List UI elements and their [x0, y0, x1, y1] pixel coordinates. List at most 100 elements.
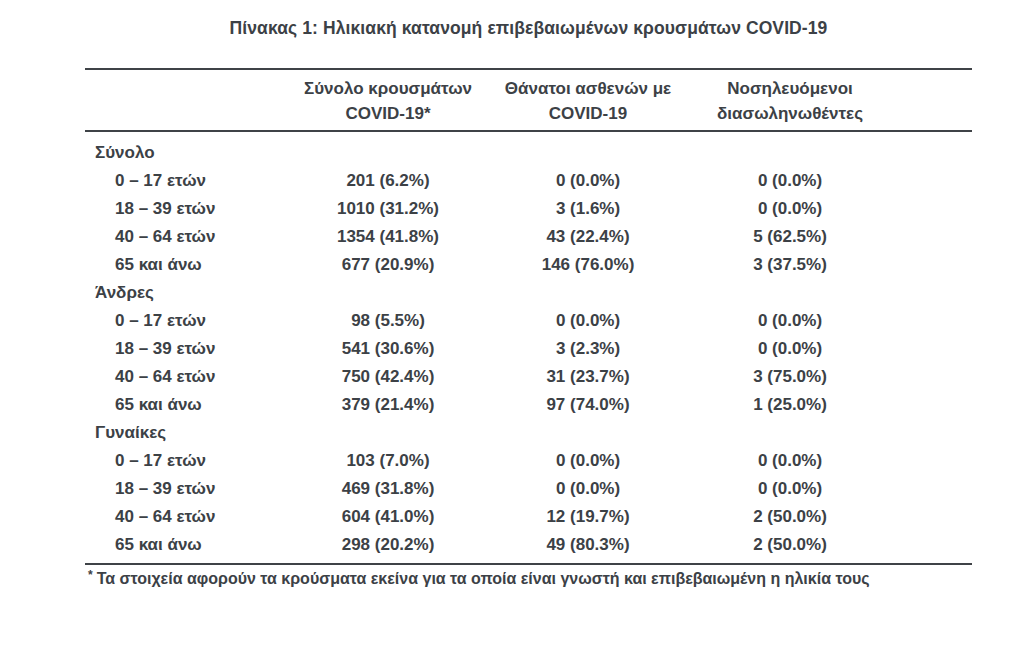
table-row: 40 – 64 ετών 604 (41.0%) 12 (19.7%) 2 (5…	[85, 503, 972, 531]
empty-cell	[492, 139, 684, 167]
table-row: 65 και άνω 677 (20.9%) 146 (76.0%) 3 (37…	[85, 251, 972, 279]
table-row: 18 – 39 ετών 1010 (31.2%) 3 (1.6%) 0 (0.…	[85, 195, 972, 223]
deaths-cell: 43 (22.4%)	[492, 223, 684, 251]
row-label: 65 και άνω	[85, 251, 284, 279]
deaths-cell: 0 (0.0%)	[492, 307, 684, 335]
empty-cell	[896, 531, 972, 559]
table-row: 40 – 64 ετών 1354 (41.8%) 43 (22.4%) 5 (…	[85, 223, 972, 251]
section-label: Γυναίκες	[85, 419, 284, 447]
empty-cell	[284, 279, 492, 307]
deaths-cell: 31 (23.7%)	[492, 363, 684, 391]
empty-cell	[896, 139, 972, 167]
empty-cell	[896, 447, 972, 475]
row-label: 18 – 39 ετών	[85, 335, 284, 363]
section-row-total: Σύνολο	[85, 139, 972, 167]
header-deaths-line2: COVID-19	[492, 101, 684, 126]
data-table: Σύνολο κρουσμάτων COVID-19* Θάνατοι ασθε…	[85, 68, 972, 565]
empty-cell	[684, 139, 896, 167]
intubated-cell: 2 (50.0%)	[684, 503, 896, 531]
section-label: Άνδρες	[85, 279, 284, 307]
empty-cell	[896, 391, 972, 419]
cases-cell: 469 (31.8%)	[284, 475, 492, 503]
row-label: 40 – 64 ετών	[85, 363, 284, 391]
empty-cell	[284, 139, 492, 167]
intubated-cell: 0 (0.0%)	[684, 335, 896, 363]
empty-cell	[896, 335, 972, 363]
empty-cell	[896, 279, 972, 307]
intubated-cell: 2 (50.0%)	[684, 531, 896, 559]
empty-cell	[896, 419, 972, 447]
header-cases-line1: Σύνολο κρουσμάτων	[284, 76, 492, 101]
table-row: 0 – 17 ετών 98 (5.5%) 0 (0.0%) 0 (0.0%)	[85, 307, 972, 335]
table-row: 65 και άνω 379 (21.4%) 97 (74.0%) 1 (25.…	[85, 391, 972, 419]
row-label: 40 – 64 ετών	[85, 223, 284, 251]
row-label: 65 και άνω	[85, 531, 284, 559]
intubated-cell: 0 (0.0%)	[684, 195, 896, 223]
row-label: 40 – 64 ετών	[85, 503, 284, 531]
table-row: 0 – 17 ετών 103 (7.0%) 0 (0.0%) 0 (0.0%)	[85, 447, 972, 475]
header-cell-deaths: Θάνατοι ασθενών με COVID-19	[492, 76, 684, 126]
empty-cell	[896, 167, 972, 195]
table-row: 65 και άνω 298 (20.2%) 49 (80.3%) 2 (50.…	[85, 531, 972, 559]
intubated-cell: 0 (0.0%)	[684, 167, 896, 195]
footnote-text: Τα στοιχεία αφορούν τα κρούσματα εκείνα …	[97, 570, 870, 587]
header-cases-line2: COVID-19*	[284, 101, 492, 126]
cases-cell: 98 (5.5%)	[284, 307, 492, 335]
deaths-cell: 49 (80.3%)	[492, 531, 684, 559]
footnote: *Τα στοιχεία αφορούν τα κρούσματα εκείνα…	[88, 568, 988, 591]
cases-cell: 379 (21.4%)	[284, 391, 492, 419]
intubated-cell: 3 (37.5%)	[684, 251, 896, 279]
intubated-cell: 0 (0.0%)	[684, 307, 896, 335]
header-cell-cases: Σύνολο κρουσμάτων COVID-19*	[284, 76, 492, 126]
cases-cell: 750 (42.4%)	[284, 363, 492, 391]
deaths-cell: 3 (2.3%)	[492, 335, 684, 363]
table-row: 40 – 64 ετών 750 (42.4%) 31 (23.7%) 3 (7…	[85, 363, 972, 391]
deaths-cell: 3 (1.6%)	[492, 195, 684, 223]
row-label: 18 – 39 ετών	[85, 195, 284, 223]
deaths-cell: 0 (0.0%)	[492, 167, 684, 195]
row-label: 65 και άνω	[85, 391, 284, 419]
table-row: 18 – 39 ετών 469 (31.8%) 0 (0.0%) 0 (0.0…	[85, 475, 972, 503]
row-label: 0 – 17 ετών	[85, 307, 284, 335]
empty-cell	[896, 503, 972, 531]
cases-cell: 298 (20.2%)	[284, 531, 492, 559]
empty-cell	[896, 307, 972, 335]
intubated-cell: 3 (75.0%)	[684, 363, 896, 391]
intubated-cell: 0 (0.0%)	[684, 447, 896, 475]
cases-cell: 604 (41.0%)	[284, 503, 492, 531]
cases-cell: 1010 (31.2%)	[284, 195, 492, 223]
empty-cell	[492, 279, 684, 307]
deaths-cell: 12 (19.7%)	[492, 503, 684, 531]
intubated-cell: 5 (62.5%)	[684, 223, 896, 251]
section-row-women: Γυναίκες	[85, 419, 972, 447]
cases-cell: 103 (7.0%)	[284, 447, 492, 475]
empty-cell	[896, 475, 972, 503]
table-row: 18 – 39 ετών 541 (30.6%) 3 (2.3%) 0 (0.0…	[85, 335, 972, 363]
row-label: 18 – 39 ετών	[85, 475, 284, 503]
deaths-cell: 97 (74.0%)	[492, 391, 684, 419]
empty-cell	[896, 363, 972, 391]
cases-cell: 201 (6.2%)	[284, 167, 492, 195]
header-cell-intubated: Νοσηλευόμενοι διασωληνωθέντες	[684, 76, 896, 126]
row-label: 0 – 17 ετών	[85, 447, 284, 475]
deaths-cell: 0 (0.0%)	[492, 447, 684, 475]
intubated-cell: 0 (0.0%)	[684, 475, 896, 503]
empty-cell	[284, 419, 492, 447]
section-row-men: Άνδρες	[85, 279, 972, 307]
section-label: Σύνολο	[85, 139, 284, 167]
header-intubated-line1: Νοσηλευόμενοι	[684, 76, 896, 101]
intubated-cell: 1 (25.0%)	[684, 391, 896, 419]
empty-cell	[896, 223, 972, 251]
cases-cell: 541 (30.6%)	[284, 335, 492, 363]
empty-cell	[684, 419, 896, 447]
page-title: Πίνακας 1: Ηλικιακή κατανομή επιβεβαιωμέ…	[85, 16, 972, 40]
header-intubated-line2: διασωληνωθέντες	[684, 101, 896, 126]
cases-cell: 1354 (41.8%)	[284, 223, 492, 251]
deaths-cell: 0 (0.0%)	[492, 475, 684, 503]
footnote-marker: *	[88, 568, 97, 582]
empty-cell	[492, 419, 684, 447]
deaths-cell: 146 (76.0%)	[492, 251, 684, 279]
empty-cell	[896, 195, 972, 223]
empty-cell	[684, 279, 896, 307]
header-cell-filler	[896, 76, 972, 126]
